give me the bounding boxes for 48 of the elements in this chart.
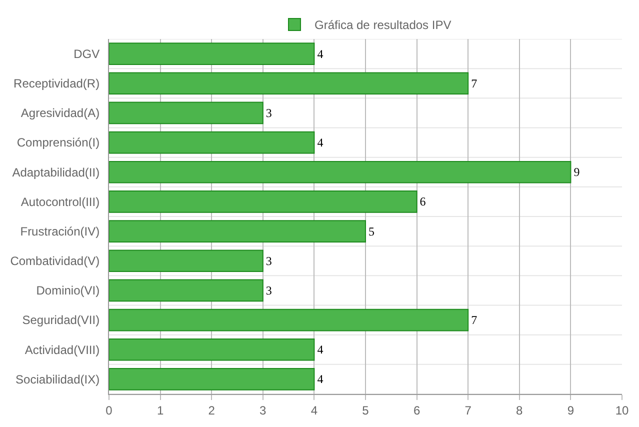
bar <box>109 279 264 302</box>
y-tick-label: Frustración(IV) <box>20 224 100 238</box>
y-tick-label: Combatividad(V) <box>10 254 100 268</box>
x-tick-label: 7 <box>464 403 472 418</box>
y-tick-label: Adaptabilidad(II) <box>12 165 100 180</box>
y-tick-label: Sociabilidad(IX) <box>16 372 100 386</box>
bar <box>109 131 315 154</box>
bar <box>109 308 469 332</box>
bar <box>109 190 418 213</box>
y-tick-label: Autocontrol(III) <box>20 194 100 209</box>
data-label: 7 <box>471 76 478 90</box>
bar <box>109 160 572 184</box>
data-label: 3 <box>266 254 272 268</box>
data-label: 3 <box>266 106 272 120</box>
bar <box>109 42 315 65</box>
bar <box>109 72 469 95</box>
data-label: 4 <box>317 342 324 357</box>
x-tick-label: 10 <box>615 403 629 418</box>
data-label: 9 <box>574 165 580 180</box>
legend-label: Gráfica de resultados IPV <box>314 18 452 32</box>
x-tick-label: 4 <box>310 403 318 418</box>
bar <box>109 220 366 242</box>
x-tick-label: 9 <box>567 403 574 418</box>
x-tick-label: 2 <box>208 403 216 418</box>
x-tick-label: 1 <box>156 403 164 418</box>
y-tick-label: Comprensión(I) <box>16 136 100 150</box>
data-label: 3 <box>266 283 272 298</box>
x-tick-label: 0 <box>106 403 113 418</box>
y-tick-label: DGV <box>74 46 100 61</box>
bar <box>109 368 315 390</box>
y-tick-label: Actividad(VIII) <box>24 342 100 357</box>
bar <box>109 250 264 272</box>
y-tick-label: Agresividad(A) <box>20 106 100 120</box>
y-tick-label: Seguridad(VII) <box>22 313 100 328</box>
data-label: 5 <box>368 224 374 238</box>
data-label: 4 <box>317 46 324 61</box>
x-tick-label: 6 <box>413 403 420 418</box>
x-tick-label: 8 <box>516 403 524 418</box>
x-tick-label: 5 <box>362 403 370 418</box>
data-label: 4 <box>317 372 324 386</box>
y-tick-label: Receptividad(R) <box>14 76 100 91</box>
x-tick-label: 3 <box>260 403 267 418</box>
bar <box>109 338 315 361</box>
data-label: 6 <box>420 194 426 209</box>
y-tick-label: Dominio(VI) <box>36 284 100 298</box>
data-label: 4 <box>317 136 324 150</box>
data-label: 7 <box>471 313 478 328</box>
bar <box>109 102 264 124</box>
